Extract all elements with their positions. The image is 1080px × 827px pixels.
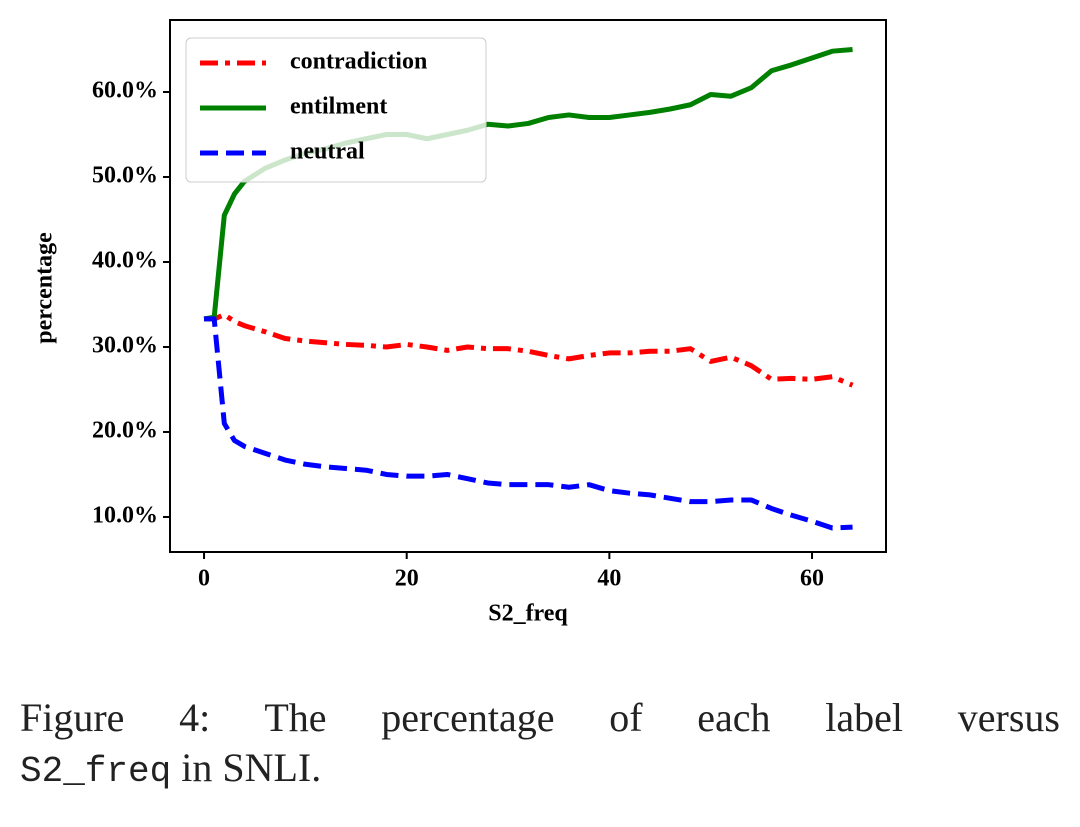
legend-label: neutral <box>290 139 365 165</box>
plot-frame <box>169 19 887 553</box>
legend-label: contradiction <box>290 49 427 75</box>
y-tick-label: 20.0% <box>92 417 158 443</box>
x-tick-label: 40 <box>597 566 621 592</box>
x-tick-label: 0 <box>198 566 210 592</box>
caption-code: S2_freq <box>20 751 172 792</box>
y-tick-label: 50.0% <box>92 162 158 188</box>
y-tick-label: 30.0% <box>92 332 158 358</box>
series-line <box>204 316 853 531</box>
series-line <box>204 312 854 388</box>
legend-label: entilment <box>290 94 387 120</box>
x-tick-label: 60 <box>800 566 824 592</box>
caption-line: S2_freq in SNLI. <box>20 744 1060 792</box>
caption-text: in SNLI. <box>181 745 322 790</box>
x-tick-label: 20 <box>395 566 419 592</box>
x-axis-label: S2_freq <box>488 601 568 627</box>
y-axis-label: percentage <box>32 232 58 344</box>
caption-line: Figure 4: The percentage of each label v… <box>20 695 1060 740</box>
y-tick-label: 40.0% <box>92 247 158 273</box>
chart: S2_freq percentage 10.0% 20.0% 30.0% 40.0% 5… <box>32 19 887 627</box>
legend-box <box>185 37 487 183</box>
y-tick-label: 10.0% <box>92 502 158 528</box>
y-tick-label: 60.0% <box>92 77 158 103</box>
